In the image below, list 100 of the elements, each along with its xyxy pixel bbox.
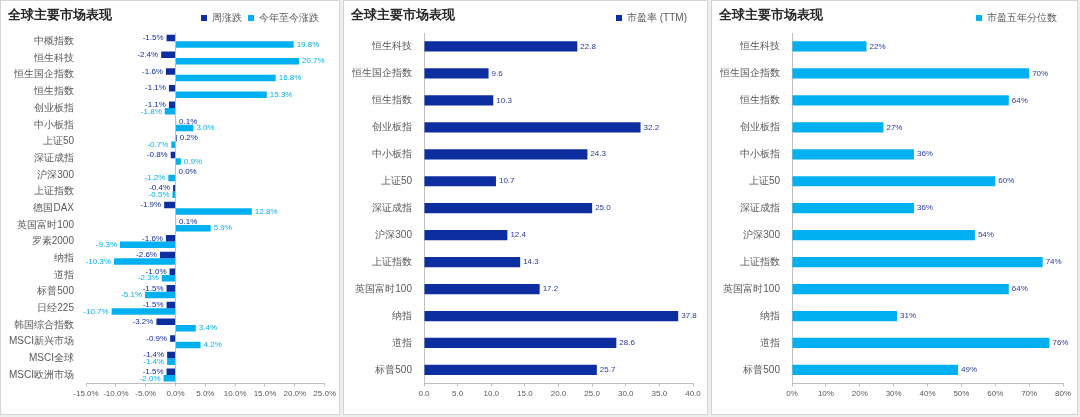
x-tick-label: 30.0 xyxy=(617,389,635,399)
y-tick-label: 恒生科技 xyxy=(33,51,74,63)
data-label: 20.7% xyxy=(302,56,325,66)
bar xyxy=(424,122,641,133)
data-label: -5.1% xyxy=(121,290,143,300)
bar xyxy=(167,358,175,365)
bar xyxy=(424,310,679,322)
y-tick-label: 英国富时100 xyxy=(17,218,75,230)
data-label: 27% xyxy=(886,122,903,132)
x-tick-label: 20.0 xyxy=(550,389,567,399)
y-tick-label: 纳指 xyxy=(54,252,74,264)
data-label: 0.2% xyxy=(179,133,198,143)
x-tick-label: 35.0 xyxy=(651,389,668,399)
x-tick-label: 25.0 xyxy=(584,389,601,399)
data-label: -3.2% xyxy=(132,316,154,326)
bar xyxy=(792,364,958,376)
data-label: -1.1% xyxy=(145,83,166,93)
chart-title: 全球主要市场表现 xyxy=(351,6,455,24)
x-tick-label: 40% xyxy=(919,389,936,399)
data-label: 25.0 xyxy=(595,203,612,213)
y-tick-label: 德国DAX xyxy=(33,201,75,213)
data-label: 60% xyxy=(998,176,1015,186)
y-tick-label: 道指 xyxy=(392,336,412,348)
bar xyxy=(176,74,276,82)
x-tick-label: 50% xyxy=(953,389,970,399)
bar xyxy=(120,241,175,249)
data-label: 31% xyxy=(900,311,917,321)
legend-label: 周涨跌 xyxy=(212,11,242,23)
y-tick-label: 道指 xyxy=(760,336,780,348)
y-tick-label: 韩国综合指数 xyxy=(14,318,74,330)
y-tick-label: 英国富时100 xyxy=(723,282,781,294)
legend-label: 今年至今涨跌 xyxy=(259,11,319,23)
y-tick-label: 道指 xyxy=(54,268,74,280)
y-tick-label: 创业板指 xyxy=(34,101,74,113)
data-label: -10.7% xyxy=(83,306,109,316)
bar xyxy=(168,101,175,109)
bar xyxy=(792,149,914,160)
y-tick-label: 创业板指 xyxy=(372,121,412,133)
data-label: -2.4% xyxy=(137,49,159,59)
data-label: 54% xyxy=(977,230,994,240)
data-label: 14.3 xyxy=(523,257,540,267)
bar xyxy=(176,158,181,165)
y-tick-label: 上证指数 xyxy=(740,255,780,267)
data-label: 32.2 xyxy=(643,122,660,132)
y-tick-label: 上证50 xyxy=(42,135,75,147)
data-label: 12.4 xyxy=(510,230,527,240)
x-tick-label: 20% xyxy=(851,389,868,399)
x-tick-label: 25.0% xyxy=(313,389,336,399)
bar xyxy=(792,95,1009,106)
bar xyxy=(424,364,597,376)
x-tick-label: 10% xyxy=(817,389,834,399)
y-tick-label: 标普500 xyxy=(742,363,781,375)
bar xyxy=(176,124,194,132)
data-label: 76% xyxy=(1052,338,1069,348)
y-tick-label: 沪深300 xyxy=(375,228,413,240)
data-label: -1.9% xyxy=(140,200,162,210)
data-label: 15.3% xyxy=(269,89,293,99)
bar xyxy=(176,224,211,232)
y-tick-label: 中小板指 xyxy=(34,118,74,130)
bar xyxy=(792,310,898,322)
y-tick-label: 日经225 xyxy=(37,302,75,314)
y-tick-label: 恒生国企指数 xyxy=(13,68,74,80)
chart-title: 全球主要市场表现 xyxy=(8,6,112,24)
data-label: 74% xyxy=(1045,257,1062,267)
data-label: 9.6 xyxy=(491,68,504,78)
y-tick-label: 恒生指数 xyxy=(739,94,780,106)
y-tick-label: 标普500 xyxy=(36,285,75,297)
legend-label: 市盈五年分位数 xyxy=(987,11,1057,23)
bar xyxy=(176,58,299,65)
bar xyxy=(792,68,1030,79)
bar xyxy=(792,230,975,241)
x-tick-label: 80% xyxy=(1054,389,1072,399)
bar xyxy=(424,41,578,52)
legend-label: 市盈率 (TTM) xyxy=(627,11,688,23)
bar xyxy=(792,41,867,52)
data-label: 24.3 xyxy=(590,149,607,159)
y-tick-label: 中小板指 xyxy=(740,148,780,160)
y-tick-label: 恒生科技 xyxy=(739,40,780,52)
x-tick-label: 5.0 xyxy=(452,389,464,399)
y-tick-label: 标普500 xyxy=(374,363,413,375)
bar xyxy=(424,95,494,106)
bar xyxy=(164,201,175,209)
data-label: 70% xyxy=(1032,68,1049,78)
data-label: 25.7 xyxy=(599,365,616,375)
data-label: -1.2% xyxy=(144,173,166,183)
data-label: 64% xyxy=(1011,284,1028,294)
data-label: 16.8% xyxy=(278,73,302,83)
data-label: -0.8% xyxy=(146,150,168,160)
bar xyxy=(792,203,914,214)
bar xyxy=(165,235,175,242)
bar xyxy=(176,208,252,215)
y-tick-label: MSCI新兴市场 xyxy=(9,335,74,347)
x-tick-label: 10.0 xyxy=(483,389,500,399)
y-tick-label: 纳指 xyxy=(760,309,780,321)
bar xyxy=(792,283,1009,295)
y-tick-label: 恒生科技 xyxy=(371,40,412,52)
y-tick-label: MSCI欧洲市场 xyxy=(9,368,74,380)
x-tick-label: -5.0% xyxy=(135,389,157,399)
bar xyxy=(169,268,175,275)
bar xyxy=(176,41,294,48)
